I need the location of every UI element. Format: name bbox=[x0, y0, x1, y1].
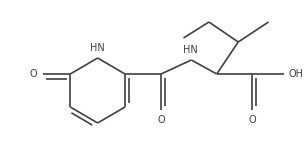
Text: O: O bbox=[29, 69, 37, 79]
Text: OH: OH bbox=[289, 69, 304, 79]
Text: O: O bbox=[157, 115, 165, 125]
Text: O: O bbox=[248, 115, 256, 125]
Text: HN: HN bbox=[90, 43, 105, 53]
Text: HN: HN bbox=[183, 45, 198, 55]
